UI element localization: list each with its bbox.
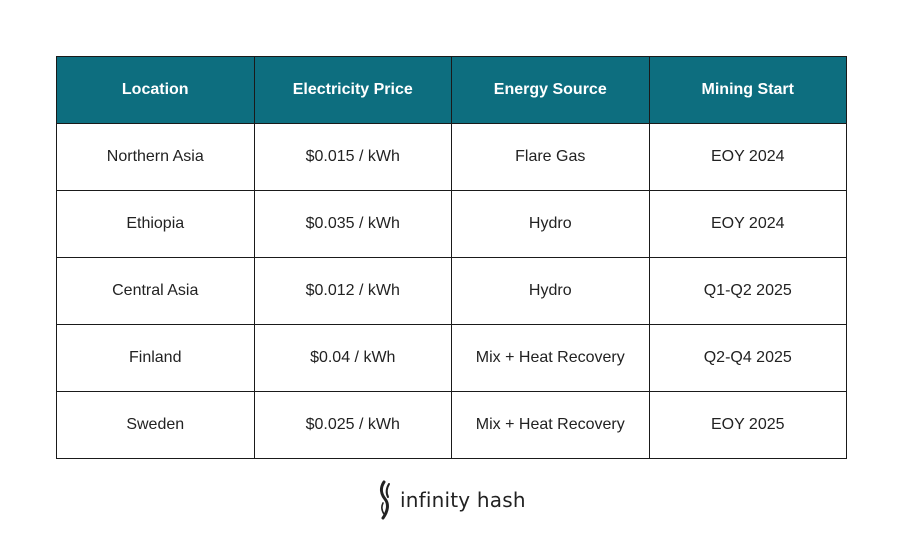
cell-energy-source: Hydro [451, 257, 650, 325]
cell-location: Ethiopia [56, 190, 255, 258]
infinity-hash-logo-icon [378, 480, 394, 520]
cell-electricity-price: $0.025 / kWh [253, 391, 452, 459]
header-electricity-price: Electricity Price [253, 56, 452, 124]
cell-mining-start: EOY 2024 [648, 190, 847, 258]
header-mining-start: Mining Start [648, 56, 847, 124]
cell-mining-start: Q1-Q2 2025 [648, 257, 847, 325]
cell-electricity-price: $0.015 / kWh [253, 123, 452, 191]
table-row: Ethiopia $0.035 / kWh Hydro EOY 2024 [56, 190, 847, 258]
cell-location: Central Asia [56, 257, 255, 325]
cell-mining-start: EOY 2025 [648, 391, 847, 459]
cell-energy-source: Mix + Heat Recovery [451, 324, 650, 392]
cell-energy-source: Hydro [451, 190, 650, 258]
cell-mining-start: EOY 2024 [648, 123, 847, 191]
cell-location: Finland [56, 324, 255, 392]
cell-electricity-price: $0.012 / kWh [253, 257, 452, 325]
sites-table: Location Electricity Price Energy Source… [56, 56, 847, 459]
cell-location: Sweden [56, 391, 255, 459]
table-row: Finland $0.04 / kWh Mix + Heat Recovery … [56, 324, 847, 392]
cell-energy-source: Mix + Heat Recovery [451, 391, 650, 459]
cell-energy-source: Flare Gas [451, 123, 650, 191]
header-energy-source: Energy Source [451, 56, 650, 124]
brand-name: infinity hash [400, 488, 526, 512]
cell-electricity-price: $0.035 / kWh [253, 190, 452, 258]
table-row: Sweden $0.025 / kWh Mix + Heat Recovery … [56, 391, 847, 459]
cell-mining-start: Q2-Q4 2025 [648, 324, 847, 392]
table-header-row: Location Electricity Price Energy Source… [56, 56, 847, 124]
header-location: Location [56, 56, 255, 124]
cell-location: Northern Asia [56, 123, 255, 191]
table-row: Northern Asia $0.015 / kWh Flare Gas EOY… [56, 123, 847, 191]
brand-logo: infinity hash [378, 480, 526, 520]
table-row: Central Asia $0.012 / kWh Hydro Q1-Q2 20… [56, 257, 847, 325]
cell-electricity-price: $0.04 / kWh [253, 324, 452, 392]
